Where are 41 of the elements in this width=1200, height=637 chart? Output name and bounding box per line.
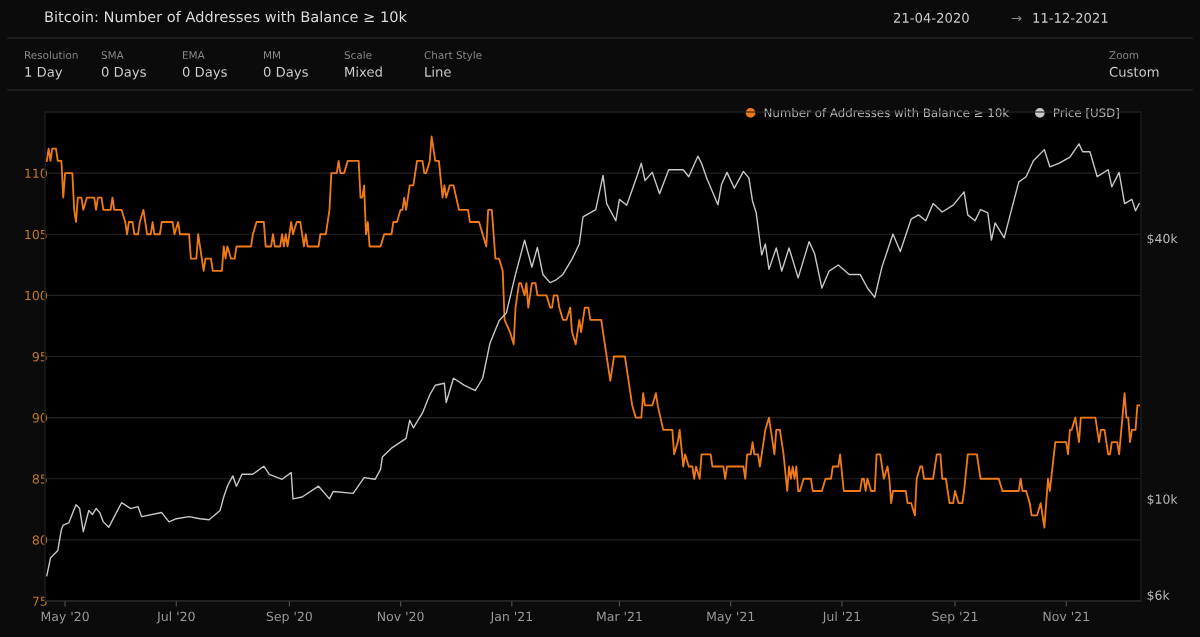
chart-title: Bitcoin: Number of Addresses with Balance ≥ 10k [45,10,407,23]
y-tick-label: 100 [25,290,47,301]
legend-label: Number of Addresses with Balance ≥ 10k [764,108,1010,118]
text: SMA [101,51,124,60]
x-tick-label: Nov '21 [1043,611,1089,622]
x-tick-label: May '21 [707,611,755,624]
y-tick-label: 105 [25,229,47,240]
text: Chart Style [424,50,482,62]
text: Line [425,66,451,77]
text: 21-04-2020 [893,12,969,23]
text: Resolution [25,50,78,60]
text: 0 Days [101,66,146,80]
text: Mixed [345,66,382,77]
x-tick-label: Sep '21 [932,611,978,624]
legend-label: Price [USD] [1054,108,1119,119]
y-tick-label: 95 [32,351,47,362]
x-tick-label: Sep '20 [266,611,312,624]
x-tick-label: Jul '21 [822,611,860,624]
text: 11-12-2021 [1033,12,1108,23]
y-tick-label: 85 [32,474,47,484]
x-tick-label: Jan '21 [489,611,532,624]
y-tick-label: 80 [32,535,47,545]
text: Custom [1109,66,1159,77]
text: Zoom [1109,51,1139,60]
y2-tick-label: $6k [1147,590,1170,602]
x-tick-label: May '20 [41,611,89,624]
text: → [1011,15,1022,22]
x-tick-label: Jul '20 [156,611,195,624]
text: EMA [183,51,205,59]
text: 0 Days [263,66,308,80]
y2-tick-label: $10k [1147,494,1178,506]
y-tick-label: 90 [32,413,47,423]
x-tick-label: Nov '20 [377,611,424,622]
y-tick-label: 110 [25,168,47,179]
text: 1 Day [25,67,63,80]
y-tick-label: 75 [32,596,47,606]
text: MM [264,51,280,59]
y2-tick-label: $40k [1147,233,1178,245]
x-tick-label: Mar '21 [597,611,642,622]
text: Scale [344,50,372,60]
text: 0 Days [182,66,227,80]
